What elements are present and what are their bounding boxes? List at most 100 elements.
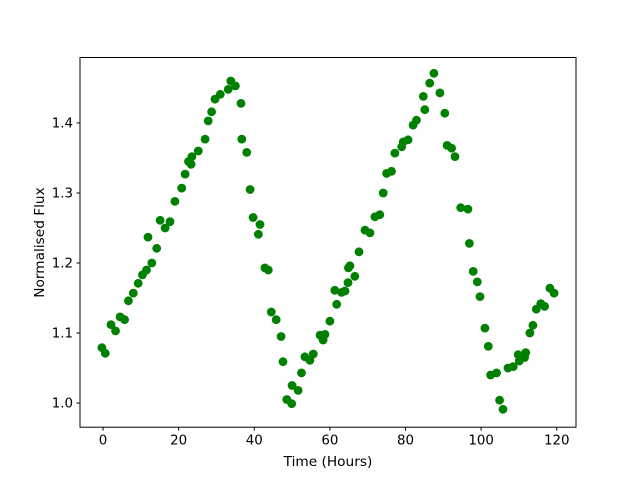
data-point [207,107,217,117]
data-point [325,316,335,326]
data-point [435,88,445,98]
data-point [177,183,187,193]
data-point [354,247,364,257]
data-point [155,215,165,225]
data-point [450,152,460,162]
x-tick-label: 40 [246,433,263,448]
x-tick-label: 100 [468,433,494,448]
data-point [345,261,355,271]
data-point [308,349,318,359]
data-point [320,330,330,339]
data-point [492,368,501,378]
data-point [231,81,240,91]
data-point [237,134,247,144]
data-point [350,271,360,281]
data-point [160,223,170,233]
data-point [343,278,353,287]
data-point [147,258,157,268]
data-point [447,143,456,153]
data-point [468,267,478,276]
data-point [472,277,482,287]
data-point [255,220,265,229]
data-point [420,105,430,115]
data-point [375,210,385,220]
y-tick-label: 1.1 [52,327,73,342]
data-point [429,68,439,78]
data-point [215,89,225,99]
data-point [297,368,306,378]
data-point [180,169,190,179]
data-point [528,320,538,330]
x-tick-label: 120 [544,433,570,448]
data-point [200,134,210,144]
data-point [287,381,297,390]
data-point [248,213,258,222]
data-point [193,146,203,156]
x-tick-label: 60 [321,433,338,448]
data-point [463,204,473,214]
data-point [525,328,535,338]
data-point [332,299,342,309]
y-tick-label: 1.2 [52,257,73,272]
data-point [495,395,504,405]
y-tick-label: 1.3 [52,187,73,202]
y-tick-label: 1.4 [52,117,73,132]
data-point [128,288,138,298]
x-tick-label: 0 [99,433,108,448]
data-point [387,166,396,176]
data-point [143,232,153,242]
data-point [483,341,493,351]
data-point [475,292,485,301]
x-axis-label: Time (Hours) [283,454,373,470]
data-point [254,229,263,239]
data-point [170,197,180,206]
data-point [245,185,255,194]
data-point [203,116,213,126]
data-point [276,332,286,341]
data-point [120,315,129,325]
data-point [365,228,375,238]
data-point [242,148,252,157]
data-point [456,203,466,213]
data-point [340,286,350,296]
data-point [123,296,133,306]
data-point [549,288,559,298]
data-point [465,239,474,248]
data-point [390,148,400,158]
data-point [152,243,162,253]
data-point [106,320,116,329]
x-tick-label: 80 [397,433,414,448]
data-point [100,348,110,358]
data-point [480,323,490,333]
data-point [133,278,143,288]
data-point [440,108,450,118]
data-point [187,152,197,162]
data-point [521,348,531,357]
y-tick-label: 1.0 [52,397,73,412]
data-point [111,326,120,336]
data-point [236,99,246,108]
data-point [271,315,281,325]
data-point [403,135,413,145]
data-point [498,404,508,414]
data-point [223,85,233,94]
data-point [418,92,428,101]
data-point [266,307,276,317]
data-point [540,302,549,311]
plot-border [79,57,577,428]
data-point [142,265,151,275]
plot-area: 0 20 40 60 80 100 120 1.0 1.1 1.2 1.3 1.4 [52,57,577,448]
y-axis-label: Normalised Flux [32,187,48,297]
data-point [330,285,340,295]
data-point [293,386,303,395]
data-point [263,265,273,275]
data-point [165,217,175,227]
data-point [425,78,435,88]
data-point [278,357,288,367]
data-point [508,362,518,371]
x-tick-label: 20 [170,433,187,448]
data-point [287,399,297,409]
data-point [412,115,421,125]
